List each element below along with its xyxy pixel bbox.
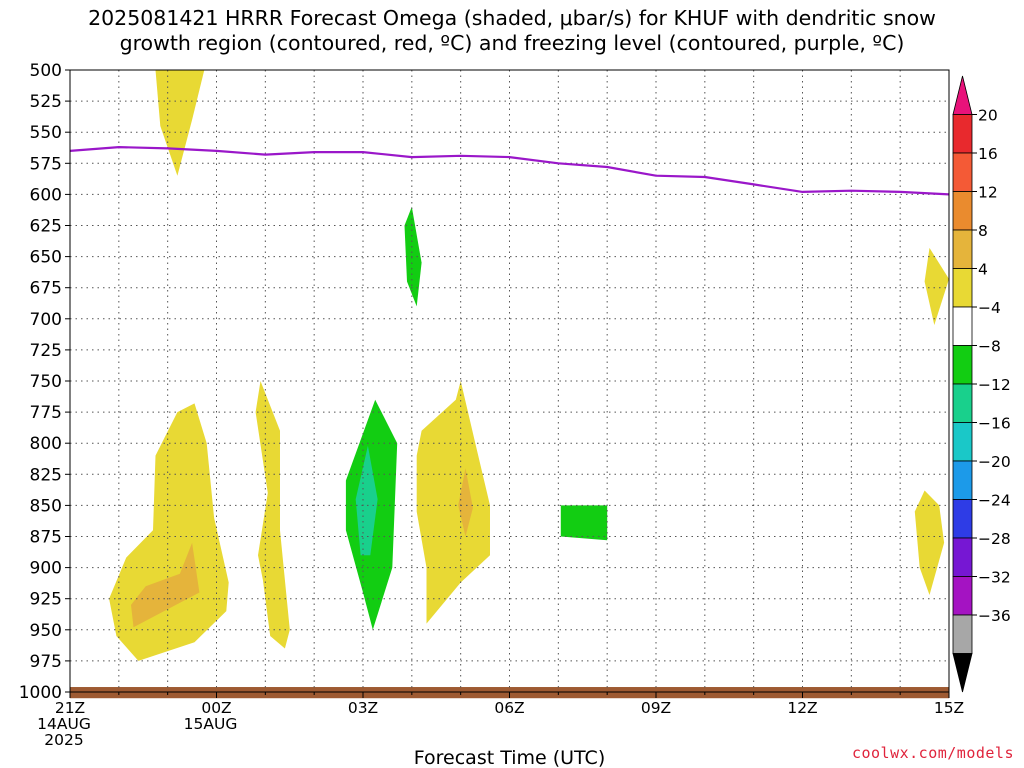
x-tick-label-line: 00Z <box>201 699 231 717</box>
omega-region-11 <box>560 505 608 541</box>
grid-layer <box>70 70 949 692</box>
y-tick-label: 900 <box>30 559 62 579</box>
x-tick-label-line: 09Z <box>641 699 671 717</box>
x-tick-label: 06Z <box>494 699 524 717</box>
y-tick-label: 1000 <box>19 683 62 703</box>
omega-region-6 <box>131 542 200 628</box>
x-tick-label: 12Z <box>787 699 817 717</box>
omega-region-9 <box>355 445 378 556</box>
y-tick-label: 925 <box>30 590 62 610</box>
y-tick-label: 975 <box>30 652 62 672</box>
y-tick-label: 950 <box>30 621 62 641</box>
x-axis-label: Forecast Time (UTC) <box>414 747 605 768</box>
colorbar-bin <box>952 75 973 115</box>
colorbar-bin <box>952 537 973 577</box>
colorbar-bin <box>952 653 973 693</box>
colorbar-label: −24 <box>978 492 1011 510</box>
y-tick-label: 875 <box>30 528 62 548</box>
colorbar-bin <box>952 422 973 462</box>
colorbar-bin <box>952 383 973 423</box>
colorbar-label: 20 <box>978 107 998 125</box>
colorbar-bin <box>952 306 973 346</box>
colorbar-label: −36 <box>978 607 1011 625</box>
y-tick-label: 650 <box>30 248 62 268</box>
freezing-level-layer <box>69 146 950 196</box>
y-tick-label: 500 <box>30 61 62 81</box>
colorbar-bin <box>952 268 973 308</box>
x-tick-label-line: 14AUG <box>37 715 91 733</box>
chart-title-line-2: growth region (contoured, red, ºC) and f… <box>119 31 905 55</box>
colorbar: 20 16 12 8 4 −4 −8 −12 −16 −20 −24 −28 −32 −36 <box>952 75 1011 693</box>
colorbar-bin <box>952 499 973 539</box>
y-tick-label: 550 <box>30 123 62 143</box>
x-tick-label-line: 03Z <box>348 699 378 717</box>
x-tick-label-line: 2025 <box>44 731 83 749</box>
colorbar-label: −12 <box>978 376 1011 394</box>
watermark: coolwx.com/models <box>851 744 1014 762</box>
chart-title-line-1: 2025081421 HRRR Forecast Omega (shaded, … <box>88 6 936 30</box>
x-tick-label: 21Z 14AUG 2025 <box>37 699 91 749</box>
omega-shading-layer <box>109 70 949 661</box>
colorbar-label: −32 <box>978 569 1011 587</box>
x-tick-label: 03Z <box>348 699 378 717</box>
colorbar-bin <box>952 114 973 154</box>
chart-title: 2025081421 HRRR Forecast Omega (shaded, … <box>0 6 1024 56</box>
y-tick-label: 825 <box>30 465 62 485</box>
colorbar-label: 16 <box>978 145 998 163</box>
y-tick-label: 775 <box>30 403 62 423</box>
colorbar-bin <box>952 152 973 192</box>
omega-region-3 <box>255 381 290 649</box>
colorbar-label: 4 <box>978 261 988 279</box>
y-tick-label: 625 <box>30 217 62 237</box>
omega-region-0 <box>155 70 205 176</box>
colorbar-bin <box>952 576 973 616</box>
y-tick-label: 850 <box>30 496 62 516</box>
y-tick-label: 675 <box>30 279 62 299</box>
omega-region-1 <box>924 247 949 325</box>
colorbar-label: 12 <box>978 184 998 202</box>
omega-region-2 <box>109 403 229 661</box>
y-axis: 500 525 550 575 600 625 650 675 700 725 750 775 800 8… <box>19 61 70 703</box>
colorbar-bin <box>952 229 973 269</box>
colorbar-bin <box>952 614 973 654</box>
y-tick-label: 525 <box>30 92 62 112</box>
y-tick-label: 725 <box>30 341 62 361</box>
colorbar-label: −4 <box>978 299 1001 317</box>
x-tick-label: 09Z <box>641 699 671 717</box>
x-tick-label-line: 15AUG <box>184 715 238 733</box>
y-tick-label: 800 <box>30 434 62 454</box>
colorbar-bin <box>952 460 973 500</box>
omega-region-5 <box>914 490 945 595</box>
colorbar-label: 8 <box>978 222 988 240</box>
omega-region-4 <box>416 381 490 624</box>
colorbar-bin <box>952 345 973 385</box>
colorbar-label: −20 <box>978 453 1011 471</box>
y-tick-label: 750 <box>30 372 62 392</box>
y-tick-label: 600 <box>30 185 62 205</box>
y-tick-label: 575 <box>30 154 62 174</box>
x-tick-label-line: 21Z <box>55 699 85 717</box>
x-tick-label: 00Z 15AUG <box>184 699 238 733</box>
colorbar-label: −16 <box>978 415 1011 433</box>
x-tick-label-line: 06Z <box>494 699 524 717</box>
colorbar-label: −28 <box>978 530 1011 548</box>
y-tick-label: 700 <box>30 310 62 330</box>
x-tick-label-line: 12Z <box>787 699 817 717</box>
freezing-level-line <box>69 146 950 196</box>
x-tick-label-line: 15Z <box>934 699 964 717</box>
omega-region-7 <box>458 468 473 537</box>
colorbar-bin <box>952 191 973 231</box>
x-tick-label: 15Z <box>934 699 964 717</box>
x-axis: 21Z 14AUG 2025 00Z 15AUG 03Z 06Z 09Z 12Z 15Z <box>37 692 964 749</box>
colorbar-label: −8 <box>978 338 1001 356</box>
omega-region-10 <box>404 206 422 307</box>
